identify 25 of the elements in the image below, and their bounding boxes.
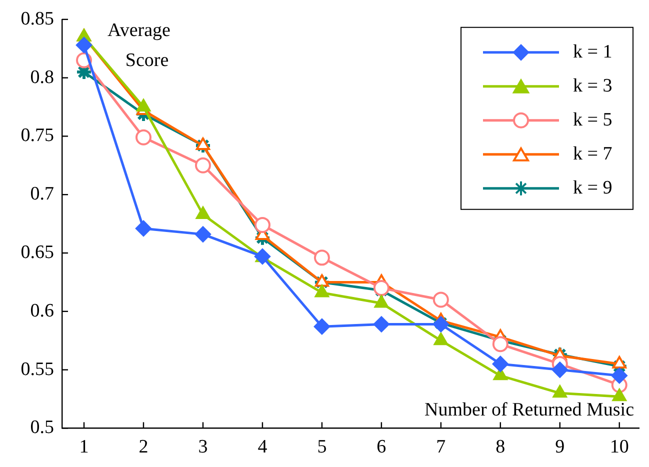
legend-label: k = 5 [573, 109, 612, 130]
legend-label: k = 7 [573, 143, 612, 164]
legend-label: k = 9 [573, 177, 612, 198]
y-tick-label: 0.6 [30, 300, 54, 322]
y-tick-label: 0.8 [30, 66, 54, 88]
y-axis-title: Average Score [108, 20, 170, 71]
legend-label: k = 3 [573, 75, 612, 96]
y-tick-label: 0.7 [30, 184, 54, 205]
y-tick-label: 0.65 [20, 242, 54, 263]
y-tick-label: 0.75 [20, 125, 54, 146]
x-tick-label: 4 [258, 436, 268, 458]
x-tick-label: 5 [317, 436, 327, 458]
x-tick-label: 1 [79, 436, 89, 458]
x-tick-label: 10 [610, 436, 629, 458]
y-tick-label: 0.85 [20, 8, 54, 30]
y-tick-label: 0.55 [20, 358, 54, 380]
x-axis-title: Number of Returned Music [424, 400, 634, 421]
x-tick-label: 7 [436, 436, 446, 458]
x-tick-label: 3 [198, 436, 208, 458]
x-tick-label: 8 [496, 436, 506, 458]
x-tick-label: 6 [376, 436, 386, 458]
y-tick-label: 0.5 [30, 417, 54, 438]
x-tick-label: 9 [555, 436, 565, 458]
legend-label: k = 1 [573, 41, 612, 62]
x-tick-label: 2 [138, 436, 148, 458]
